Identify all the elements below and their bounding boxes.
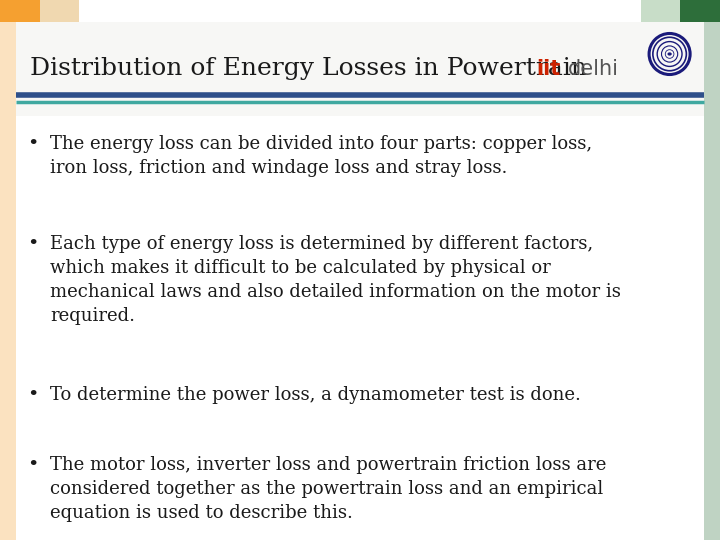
FancyBboxPatch shape: [641, 0, 680, 22]
FancyBboxPatch shape: [0, 0, 40, 22]
FancyBboxPatch shape: [16, 116, 704, 540]
Text: The motor loss, inverter loss and powertrain friction loss are
considered togeth: The motor loss, inverter loss and powert…: [50, 456, 607, 522]
Text: •: •: [27, 386, 38, 404]
Text: delhi: delhi: [568, 59, 619, 79]
FancyBboxPatch shape: [704, 22, 720, 540]
FancyBboxPatch shape: [0, 22, 16, 540]
Text: Distribution of Energy Losses in Powertrain: Distribution of Energy Losses in Powertr…: [30, 57, 588, 80]
FancyBboxPatch shape: [79, 0, 641, 22]
Text: iit: iit: [536, 59, 561, 79]
Text: To determine the power loss, a dynamometer test is done.: To determine the power loss, a dynamomet…: [50, 386, 581, 404]
Text: •: •: [27, 235, 38, 253]
Text: The energy loss can be divided into four parts: copper loss,
iron loss, friction: The energy loss can be divided into four…: [50, 135, 593, 177]
Circle shape: [667, 52, 672, 56]
Text: •: •: [27, 456, 38, 474]
FancyBboxPatch shape: [40, 0, 79, 22]
FancyBboxPatch shape: [680, 0, 720, 22]
FancyBboxPatch shape: [16, 22, 704, 116]
Text: Each type of energy loss is determined by different factors,
which makes it diff: Each type of energy loss is determined b…: [50, 235, 621, 325]
Text: •: •: [27, 135, 38, 153]
